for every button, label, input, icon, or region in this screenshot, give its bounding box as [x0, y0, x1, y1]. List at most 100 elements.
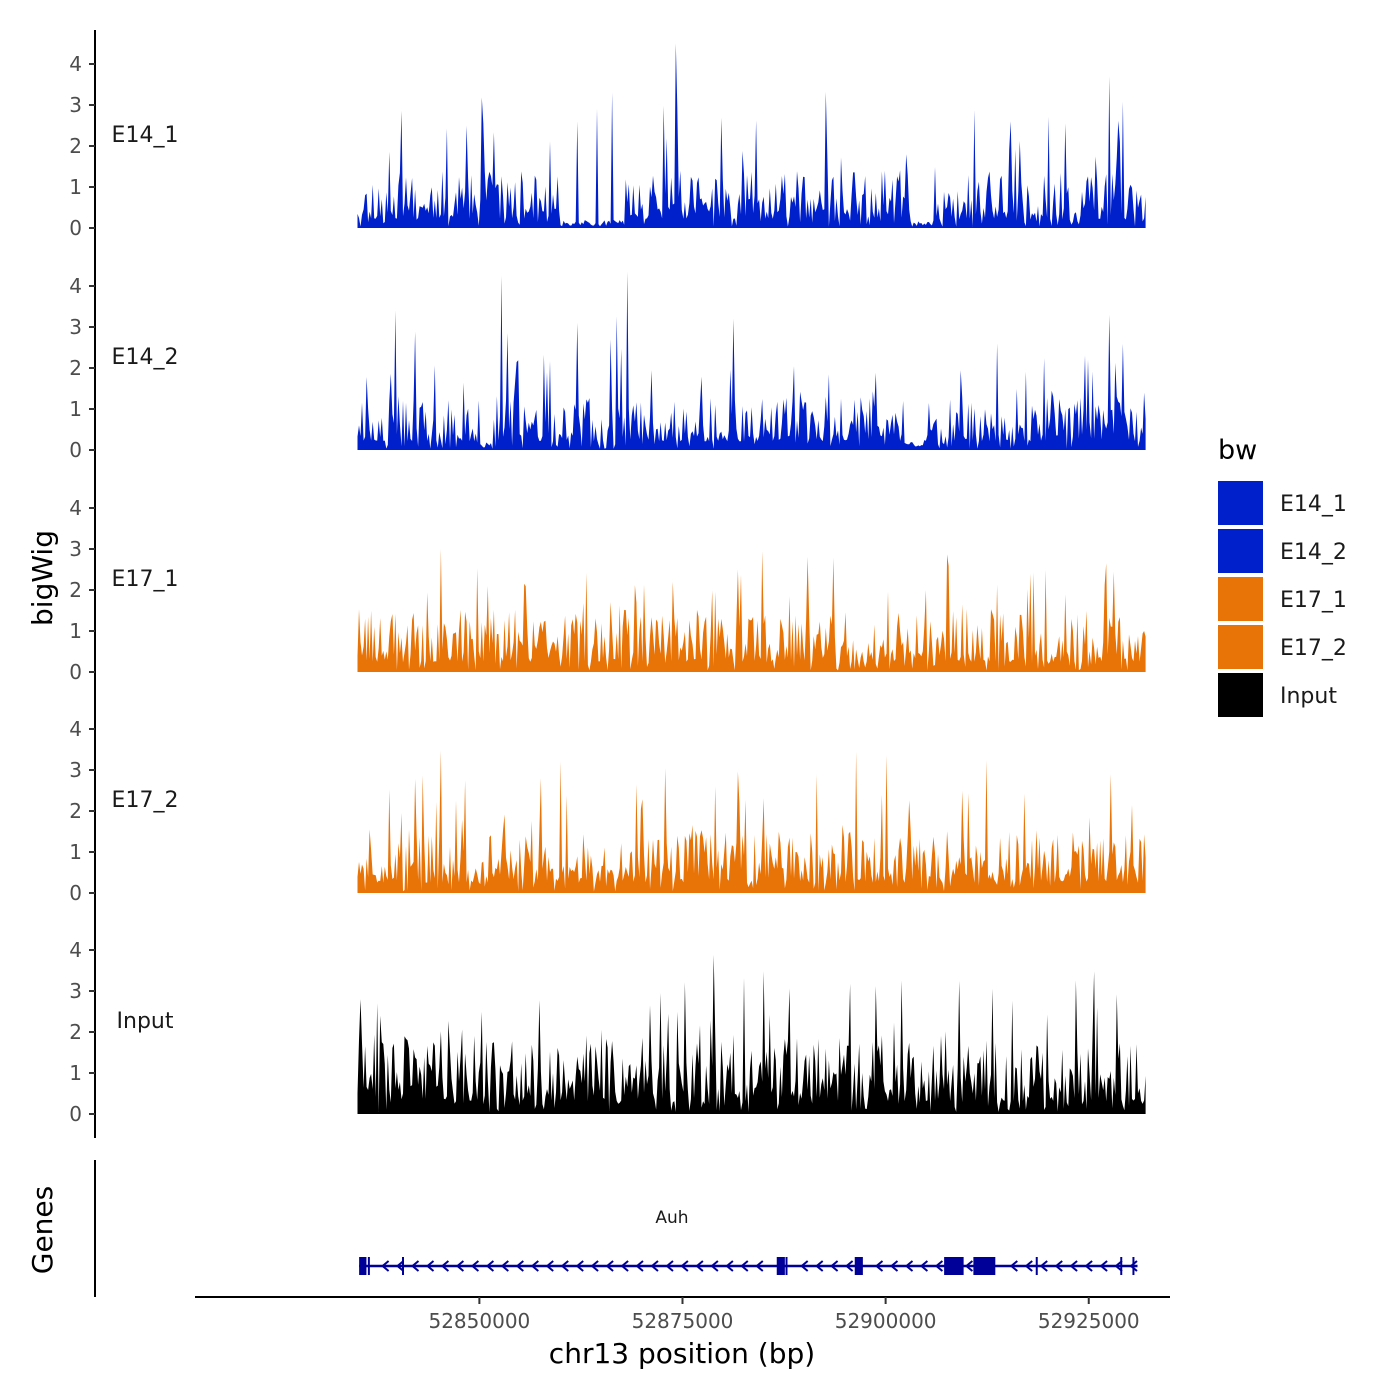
signal-area-e14-2	[357, 271, 1146, 450]
y-tick-label: 1	[69, 397, 82, 421]
exon	[854, 1257, 863, 1275]
legend-swatch	[1218, 481, 1263, 525]
legend-label: E17_1	[1280, 588, 1347, 613]
legend-label: E17_2	[1280, 636, 1347, 661]
x-tick-label: 52850000	[428, 1309, 530, 1333]
y-tick-label: 2	[69, 1020, 82, 1044]
legend: bw E14_1 E14_2 E17_1 E17_2 Input	[1218, 435, 1347, 717]
x-tick-label: 52925000	[1038, 1309, 1140, 1333]
signal-area-input	[357, 954, 1146, 1114]
y-tick-label: 2	[69, 578, 82, 602]
strand-arrow	[800, 1260, 809, 1272]
strand-arrow	[680, 1260, 689, 1272]
strand-arrow	[575, 1260, 584, 1272]
strand-arrow	[650, 1260, 659, 1272]
strand-arrow	[1054, 1260, 1063, 1272]
y-tick-label: 0	[69, 438, 82, 462]
x-axis: 52850000 52875000 52900000 52925000 chr13 p…	[195, 1296, 1170, 1370]
y-tick-label: 4	[69, 274, 82, 298]
strand-arrow	[1084, 1260, 1093, 1272]
strand-arrow	[395, 1260, 405, 1272]
track-e14-2: 0 1 2 3 4 E14_2	[69, 252, 1146, 474]
strand-arrow	[470, 1260, 480, 1272]
y-tick-label: 1	[69, 175, 82, 199]
y-tick-label: 3	[69, 315, 82, 339]
gene-panel: Genes Auh	[26, 1160, 1138, 1297]
strand-arrow	[934, 1260, 944, 1272]
legend-label: Input	[1280, 684, 1337, 709]
genes-axis-title: Genes	[26, 1186, 59, 1274]
strand-arrow	[410, 1260, 420, 1272]
x-axis-ticks: 52850000 52875000 52900000 52925000	[428, 1297, 1140, 1333]
strand-arrow	[1114, 1260, 1123, 1272]
strand-arrow	[725, 1260, 734, 1272]
track-label: E14_1	[112, 123, 179, 148]
signal-area-e14-1	[357, 43, 1146, 228]
y-tick-label: 1	[69, 840, 82, 864]
strand-arrow	[740, 1260, 749, 1272]
strand-arrow	[845, 1260, 854, 1272]
strand-arrow	[560, 1260, 569, 1272]
y-tick-label: 4	[69, 496, 82, 520]
strand-arrow	[755, 1260, 764, 1272]
y-tick-label: 0	[69, 660, 82, 684]
strand-arrow	[1039, 1260, 1048, 1272]
track-label: Input	[117, 1009, 174, 1034]
strand-arrow	[1009, 1260, 1018, 1272]
track-e17-2: 0 1 2 3 4 E17_2	[69, 695, 1146, 917]
legend-items: E14_1 E14_2 E17_1 E17_2 Input	[1218, 481, 1347, 717]
strand-arrow	[695, 1260, 704, 1272]
y-tick-label: 3	[69, 979, 82, 1003]
strand-arrow	[919, 1260, 929, 1272]
exon	[973, 1257, 996, 1275]
strand-arrow	[590, 1260, 599, 1272]
y-tick-label: 4	[69, 717, 82, 741]
strand-arrow	[1099, 1260, 1108, 1272]
strand-arrow	[964, 1260, 974, 1272]
gene-name-label: Auh	[655, 1208, 688, 1228]
y-tick-label: 0	[69, 216, 82, 240]
y-tick-label: 1	[69, 1061, 82, 1085]
track-label: E14_2	[112, 345, 179, 370]
strand-arrow	[635, 1260, 644, 1272]
strand-arrow	[1024, 1260, 1033, 1272]
signal-tracks: 0 1 2 3 4 E14_1 0 1 2 3 4 E14_2 0 1 2 3 4 E17_1 0 1 2 3 4 E17_2…	[69, 30, 1146, 1138]
y-axis-title: bigWig	[26, 530, 59, 626]
legend-swatch	[1218, 529, 1263, 573]
x-tick-label: 52900000	[835, 1309, 937, 1333]
y-tick-label: 3	[69, 758, 82, 782]
strand-arrow	[620, 1260, 629, 1272]
y-tick-label: 2	[69, 799, 82, 823]
strand-arrow	[485, 1260, 495, 1272]
strand-arrow	[1069, 1260, 1078, 1272]
strand-arrow	[440, 1260, 450, 1272]
legend-swatch	[1218, 625, 1263, 669]
strand-arrow	[1129, 1260, 1138, 1272]
track-label: E17_1	[112, 567, 179, 592]
legend-label: E14_1	[1280, 492, 1347, 517]
y-tick-label: 3	[69, 93, 82, 117]
track-label: E17_2	[112, 788, 179, 813]
strand-arrow	[889, 1260, 899, 1272]
strand-arrow	[381, 1260, 390, 1272]
exon	[359, 1257, 367, 1275]
track-e14-1: 0 1 2 3 4 E14_1	[69, 30, 1146, 252]
exon	[944, 1257, 964, 1275]
track-e17-1: 0 1 2 3 4 E17_1	[69, 474, 1146, 696]
strand-arrow	[515, 1260, 524, 1272]
gene-model	[359, 1257, 1138, 1275]
strand-arrow	[425, 1260, 435, 1272]
y-tick-label: 2	[69, 356, 82, 380]
signal-area-e17-2	[357, 750, 1146, 893]
y-tick-label: 1	[69, 619, 82, 643]
strand-arrow	[665, 1260, 674, 1272]
strand-arrow	[545, 1260, 554, 1272]
legend-label: E14_2	[1280, 540, 1347, 565]
y-tick-label: 0	[69, 1102, 82, 1126]
strand-arrow	[530, 1260, 539, 1272]
y-tick-label: 4	[69, 938, 82, 962]
legend-title: bw	[1218, 435, 1257, 466]
strand-arrow	[710, 1260, 719, 1272]
signal-area-e17-1	[357, 549, 1146, 672]
